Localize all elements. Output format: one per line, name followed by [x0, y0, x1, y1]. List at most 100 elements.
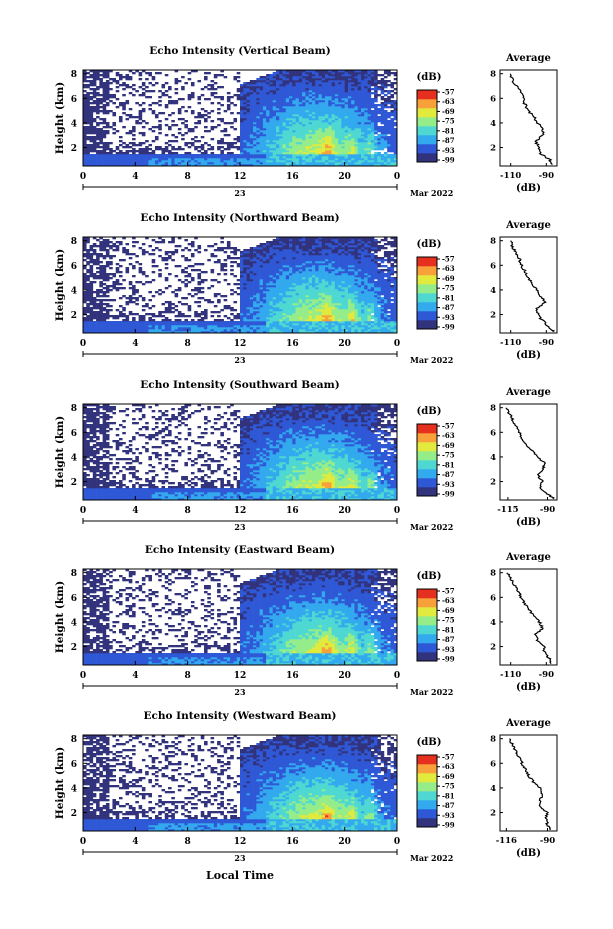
- colorbar-tick-label: -87: [442, 635, 455, 644]
- colorbar-tick-label: -63: [442, 762, 455, 771]
- y-tick-label: 6: [71, 594, 77, 604]
- colorbar-swatch: [417, 117, 437, 127]
- x-tick-label: 20: [338, 671, 351, 681]
- avg-x-tick-label: -115: [497, 505, 518, 515]
- avg-y-tick-label: 8: [490, 569, 496, 579]
- avg-x-label: (dB): [516, 183, 541, 194]
- colorbar-tick-label: -99: [442, 490, 455, 499]
- y-tick-label: 6: [71, 95, 77, 105]
- heatmap-cells: [83, 404, 397, 500]
- x-tick-label: 12: [234, 172, 247, 182]
- colorbar-swatch: [417, 284, 437, 294]
- colorbar-swatch: [417, 764, 437, 774]
- colorbar-swatch: [417, 126, 437, 136]
- colorbar-tick-label: -75: [442, 117, 455, 126]
- avg-y-tick-label: 8: [490, 735, 496, 745]
- avg-y-tick-label: 4: [490, 119, 496, 129]
- colorbar-tick-label: -57: [442, 88, 455, 97]
- colorbar-tick-label: -81: [442, 293, 455, 302]
- colorbar-swatch: [417, 773, 437, 783]
- colorbar-frame: [416, 256, 438, 330]
- colorbar-swatch: [417, 616, 437, 626]
- colorbar-tick-label: -93: [442, 480, 455, 489]
- colorbar-tick-label: -57: [442, 587, 455, 596]
- average-frame: [499, 568, 558, 666]
- y-tick-label: 2: [71, 478, 77, 488]
- colorbar-swatch: [417, 433, 437, 443]
- colorbar-tick-label: -87: [442, 303, 455, 312]
- date-label: Mar 2022: [410, 355, 453, 365]
- avg-x-label: (dB): [516, 350, 541, 361]
- x-tick-label: 0: [394, 506, 400, 516]
- heatmap-cells: [83, 237, 397, 333]
- average-frame: [499, 69, 558, 167]
- colorbar-swatch: [417, 643, 437, 653]
- x-tick-label: 20: [338, 506, 351, 516]
- y-tick-label: 2: [71, 144, 77, 154]
- x-tick-label: 0: [394, 172, 400, 182]
- avg-y-tick-label: 2: [490, 809, 496, 819]
- colorbar-swatch: [417, 266, 437, 276]
- day-label: 23: [234, 355, 246, 365]
- colorbar-swatch: [417, 99, 437, 109]
- avg-x-label: (dB): [516, 682, 541, 693]
- colorbar-swatch: [417, 153, 437, 163]
- x-tick-label: 0: [80, 506, 86, 516]
- colorbar-swatch: [417, 257, 437, 267]
- colorbar-tick-label: -87: [442, 801, 455, 810]
- avg-y-tick-label: 2: [490, 478, 496, 488]
- colorbar-swatch: [417, 487, 437, 497]
- x-tick-label: 8: [185, 837, 191, 847]
- x-tick-label: 4: [132, 506, 138, 516]
- colorbar-unit: (dB): [417, 406, 442, 417]
- y-tick-label: 8: [71, 404, 77, 414]
- colorbar-frame: [416, 423, 438, 497]
- avg-y-tick-label: 6: [490, 261, 496, 271]
- y-tick-label: 4: [71, 784, 77, 794]
- average-title: Average: [505, 718, 551, 729]
- x-tick-label: 16: [286, 172, 299, 182]
- colorbar-swatch: [417, 442, 437, 452]
- colorbar-swatch: [417, 782, 437, 792]
- x-tick-label: 12: [234, 837, 247, 847]
- x-tick-label: 8: [185, 172, 191, 182]
- avg-y-tick-label: 4: [490, 618, 496, 628]
- colorbar-swatch: [417, 108, 437, 118]
- y-tick-label: 2: [71, 809, 77, 819]
- x-tick-label: 16: [286, 837, 299, 847]
- colorbar-tick-label: -69: [442, 606, 455, 615]
- colorbar-tick-label: -93: [442, 645, 455, 654]
- x-tick-label: 16: [286, 671, 299, 681]
- avg-x-label: (dB): [516, 848, 541, 859]
- avg-y-tick-label: 6: [490, 759, 496, 769]
- avg-y-tick-label: 2: [490, 643, 496, 653]
- x-tick-label: 8: [185, 506, 191, 516]
- colorbar-swatch: [417, 135, 437, 145]
- avg-x-tick-label: -110: [500, 670, 521, 680]
- y-axis-label: Height (km): [54, 581, 66, 653]
- y-tick-label: 2: [71, 311, 77, 321]
- x-tick-label: 12: [234, 506, 247, 516]
- colorbar-swatch: [417, 293, 437, 303]
- x-tick-label: 16: [286, 506, 299, 516]
- y-axis-label: Height (km): [54, 249, 66, 321]
- colorbar-tick-label: -69: [442, 772, 455, 781]
- average-profile-line: [506, 572, 552, 665]
- colorbar-tick-label: -81: [442, 625, 455, 634]
- colorbar-tick-label: -93: [442, 146, 455, 155]
- avg-x-tick-label: -90: [540, 836, 555, 846]
- avg-y-tick-label: 6: [490, 94, 496, 104]
- heatmap-cells: [83, 70, 397, 166]
- date-label: Mar 2022: [410, 188, 453, 198]
- colorbar-swatch: [417, 607, 437, 617]
- y-axis-label: Height (km): [54, 82, 66, 154]
- colorbar-swatch: [417, 589, 437, 599]
- panel-3: Echo Intensity (Southward Beam) 2 4 6 8 Heigh…: [54, 379, 558, 532]
- x-tick-label: 0: [80, 837, 86, 847]
- day-label: 23: [234, 188, 246, 198]
- colorbar-swatch: [417, 791, 437, 801]
- y-tick-label: 8: [71, 237, 77, 247]
- y-tick-label: 4: [71, 453, 77, 463]
- x-tick-label: 0: [80, 172, 86, 182]
